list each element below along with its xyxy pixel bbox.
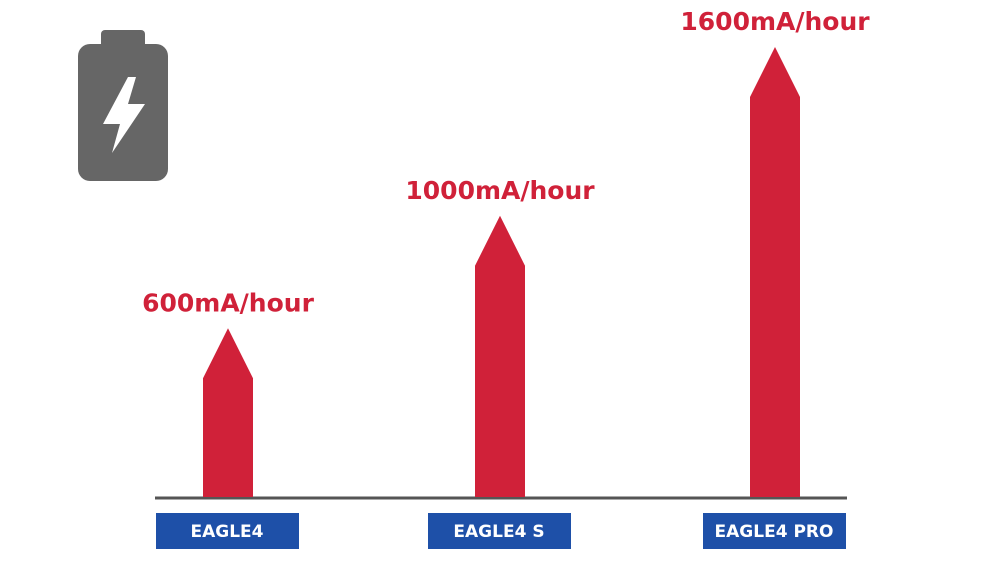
category-box (703, 513, 846, 549)
x-tick-label: EAGLE4 (191, 522, 264, 542)
bar (750, 47, 800, 497)
value-label: 1000mA/hour (405, 176, 595, 205)
battery-icon (78, 30, 168, 181)
value-label: 1600mA/hour (680, 7, 870, 36)
bar (203, 328, 253, 497)
bar (475, 215, 525, 497)
category-box (156, 513, 299, 549)
x-tick-label: EAGLE4 S (453, 522, 544, 542)
category-box (428, 513, 571, 549)
value-label: 600mA/hour (142, 288, 314, 317)
x-tick-label: EAGLE4 PRO (715, 522, 834, 542)
